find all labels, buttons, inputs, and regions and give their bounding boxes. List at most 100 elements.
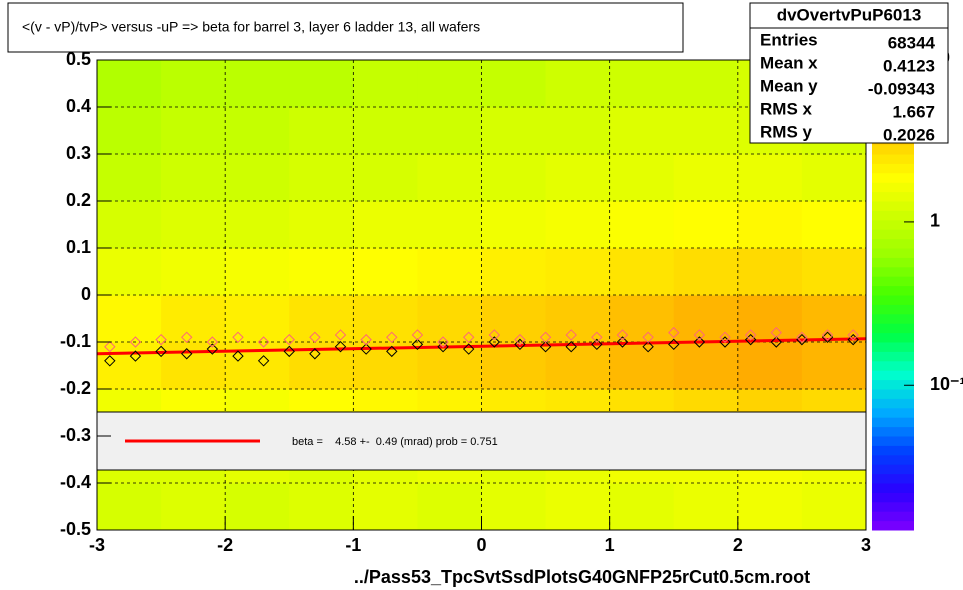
y-tick-label: -0.5 (60, 519, 91, 539)
color-step (872, 398, 914, 409)
profile-point (360, 333, 372, 346)
profile-point (539, 331, 552, 344)
profile-point (821, 329, 834, 341)
heat-cell (353, 60, 418, 108)
profile-point (232, 331, 244, 344)
heat-cell (481, 483, 547, 531)
y-tick-label: 0.4 (66, 96, 91, 116)
profile-point (770, 336, 782, 348)
heat-cell (609, 201, 675, 249)
heat-cell (225, 60, 290, 108)
profile-point (334, 340, 347, 353)
heat-cell (97, 107, 162, 155)
y-tick-label: 0.5 (66, 49, 91, 69)
heat-cell (161, 248, 226, 296)
color-step (872, 323, 914, 334)
heat-cell (353, 483, 418, 531)
heat-cell (673, 154, 739, 202)
color-step (872, 172, 914, 183)
profile-point (539, 340, 552, 353)
legend-text: beta = 4.58 +- 0.49 (mrad) prob = 0.751 (292, 436, 498, 448)
heat-cell (225, 248, 290, 296)
y-tick-label: 0.2 (66, 190, 91, 210)
heat-cell (609, 107, 675, 155)
profile-point (309, 348, 321, 360)
y-tick-label: -0.2 (60, 378, 91, 398)
color-step (872, 238, 914, 249)
heat-cell (353, 295, 418, 343)
profile-point (770, 326, 782, 339)
color-step (872, 492, 914, 503)
y-tick-label: -0.3 (60, 425, 91, 445)
color-step (872, 473, 914, 484)
profile-point (437, 340, 449, 353)
heat-cell (801, 483, 867, 531)
x-tick-label: 1 (605, 535, 615, 555)
heat-cell (673, 201, 739, 249)
heat-cell (225, 201, 290, 249)
color-step (872, 454, 914, 465)
heat-cell (289, 154, 354, 202)
heat-cell (353, 154, 418, 202)
title-box (7, 2, 684, 53)
heat-cell (225, 107, 290, 155)
profile-point (181, 331, 193, 344)
profile-point (462, 331, 475, 344)
heat-cell (417, 201, 482, 249)
profile-point (411, 329, 424, 341)
heat-cell (545, 248, 611, 296)
color-step (872, 360, 914, 371)
profile-point (514, 338, 526, 351)
color-step (872, 389, 914, 399)
color-step (872, 210, 914, 221)
heat-cell (481, 154, 547, 202)
heat-cell (737, 201, 803, 249)
x-tick-label: -1 (345, 535, 361, 555)
chart-title: <(v - vP)/tvP> versus -uP => beta for ba… (22, 19, 480, 35)
heat-cell (161, 483, 226, 531)
profile-point (744, 329, 757, 341)
heat-cell (801, 248, 867, 296)
heat-cell (545, 60, 611, 108)
color-step (872, 370, 914, 381)
heat-cell (545, 483, 611, 531)
color-step (872, 248, 914, 258)
profile-point (565, 329, 577, 341)
heat-cell (737, 483, 803, 531)
profile-point (668, 326, 680, 339)
heat-cell (737, 248, 803, 296)
profile-point (488, 329, 501, 341)
profile-point (744, 333, 757, 346)
color-step (872, 313, 914, 324)
y-tick-label: -0.1 (60, 331, 91, 351)
color-step (872, 257, 914, 268)
profile-point (616, 329, 629, 341)
heat-cell (353, 107, 418, 155)
heat-cell (289, 483, 354, 531)
heat-cell (545, 342, 611, 390)
x-tick-label: 2 (733, 535, 743, 555)
profile-point (309, 331, 321, 344)
heat-cell (673, 60, 739, 108)
heat-cell (417, 248, 482, 296)
profile-point (155, 345, 167, 358)
profile-point (104, 340, 116, 353)
profile-point (334, 329, 347, 341)
profile-point (257, 355, 270, 367)
heat-cell (97, 295, 162, 343)
heat-cell (609, 342, 675, 390)
heat-cell (417, 60, 482, 108)
profile-point (437, 336, 449, 348)
profile-point (642, 340, 654, 353)
heat-cell (97, 483, 162, 531)
stats-value: 0.4123 (883, 56, 935, 75)
stats-value: -0.09343 (868, 79, 935, 98)
heat-cell (673, 248, 739, 296)
color-step (872, 201, 914, 211)
heat-cell (161, 201, 226, 249)
stats-value: 68344 (888, 33, 936, 52)
color-step (872, 342, 914, 352)
profile-point (847, 329, 859, 341)
heat-cell (289, 60, 354, 108)
profile-point (129, 336, 142, 348)
